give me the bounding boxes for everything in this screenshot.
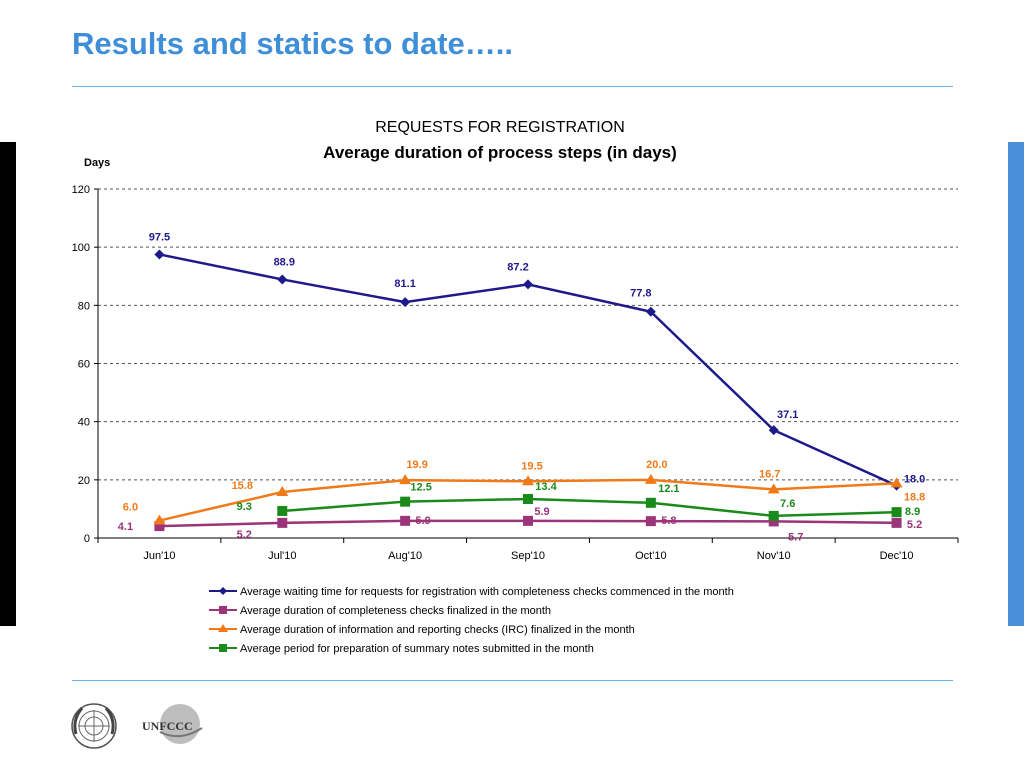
legend-label: Average duration of completeness checks … bbox=[240, 605, 551, 617]
un-emblem-icon bbox=[71, 703, 117, 749]
data-label: 15.8 bbox=[232, 480, 253, 492]
data-point bbox=[400, 297, 411, 308]
legend-label: Average period for preparation of summar… bbox=[240, 643, 594, 655]
slide-title: Results and statics to date….. bbox=[72, 26, 513, 61]
data-point bbox=[400, 515, 411, 526]
data-point bbox=[277, 505, 288, 516]
y-tick-label: 0 bbox=[84, 533, 90, 545]
data-point bbox=[523, 515, 533, 526]
data-label: 20.0 bbox=[646, 459, 667, 471]
data-point bbox=[645, 306, 656, 317]
data-label: 81.1 bbox=[394, 278, 415, 290]
data-label: 12.1 bbox=[658, 483, 679, 495]
data-point bbox=[891, 507, 902, 518]
left-accent-bar bbox=[0, 142, 16, 626]
right-accent-bar bbox=[1008, 142, 1024, 626]
data-point bbox=[219, 606, 227, 614]
data-point bbox=[523, 494, 533, 505]
data-label: 37.1 bbox=[777, 409, 798, 421]
data-point bbox=[399, 474, 412, 485]
data-label: 5.7 bbox=[788, 531, 803, 543]
unfccc-logo-icon: UNFCCC bbox=[142, 704, 203, 744]
data-label: 5.9 bbox=[415, 515, 430, 527]
data-label: 16.7 bbox=[759, 468, 780, 480]
x-tick-label: Jun'10 bbox=[143, 550, 175, 562]
data-label: 6.0 bbox=[123, 502, 138, 514]
x-tick-label: Oct'10 bbox=[635, 550, 666, 562]
data-label: 5.2 bbox=[237, 529, 252, 541]
data-point bbox=[400, 496, 411, 507]
y-tick-label: 20 bbox=[78, 475, 90, 487]
y-tick-label: 120 bbox=[72, 184, 90, 196]
data-point bbox=[644, 473, 657, 484]
series-layer bbox=[153, 249, 903, 532]
y-tick-label: 100 bbox=[72, 242, 90, 254]
data-point bbox=[768, 425, 779, 436]
data-label: 5.9 bbox=[534, 506, 549, 518]
x-tick-label: Nov'10 bbox=[757, 550, 791, 562]
data-point bbox=[645, 497, 656, 508]
data-label: 77.8 bbox=[630, 288, 651, 300]
data-point bbox=[645, 516, 656, 527]
footer-logos: UNFCCC bbox=[71, 703, 203, 749]
data-point bbox=[522, 475, 534, 486]
x-tick-label: Jul'10 bbox=[268, 550, 296, 562]
data-label: 13.4 bbox=[535, 481, 557, 493]
axis-layer: 0 20 40 60 80 100 120 Jun'10 Jul'10 Aug'10 Sep'10 O… bbox=[72, 184, 959, 562]
x-tick-label: Sep'10 bbox=[511, 550, 545, 562]
data-label: 5.2 bbox=[907, 519, 922, 531]
data-point bbox=[219, 587, 227, 595]
legend: Average waiting time for requests for re… bbox=[209, 586, 734, 655]
data-label: 7.6 bbox=[780, 498, 795, 510]
data-label: 4.1 bbox=[118, 521, 133, 533]
data-label: 88.9 bbox=[274, 256, 295, 268]
x-tick-label: Dec'10 bbox=[880, 550, 914, 562]
data-point bbox=[767, 483, 780, 494]
y-tick-label: 40 bbox=[78, 417, 90, 429]
data-label: 5.8 bbox=[661, 515, 676, 527]
data-point bbox=[277, 274, 288, 285]
y-tick-label: 60 bbox=[78, 359, 90, 371]
top-divider bbox=[72, 86, 953, 87]
data-point bbox=[523, 279, 533, 290]
legend-label: Average duration of information and repo… bbox=[240, 624, 635, 636]
data-label: 9.3 bbox=[237, 501, 252, 513]
data-point bbox=[768, 516, 779, 527]
series-line bbox=[282, 497, 897, 518]
data-label: 18.0 bbox=[904, 474, 925, 486]
y-axis-label: Days bbox=[84, 157, 110, 169]
data-label: 12.5 bbox=[410, 482, 431, 494]
grid-layer bbox=[98, 188, 958, 481]
data-label: 18.8 bbox=[904, 491, 925, 503]
data-label: 19.5 bbox=[521, 460, 542, 472]
data-label: 87.2 bbox=[507, 261, 528, 273]
data-point bbox=[218, 624, 228, 632]
data-point bbox=[768, 510, 779, 521]
data-label-layer: 97.5 88.9 81.1 87.2 77.8 37.1 18.0 4.1 5.2 5.9 5.9… bbox=[118, 231, 926, 543]
data-label: 19.9 bbox=[406, 459, 427, 471]
chart-title: REQUESTS FOR REGISTRATION bbox=[375, 119, 625, 136]
data-point bbox=[153, 514, 166, 525]
x-tick-label: Aug'10 bbox=[388, 550, 422, 562]
y-tick-label: 80 bbox=[78, 300, 90, 312]
data-point bbox=[219, 644, 227, 652]
data-point bbox=[891, 517, 902, 528]
data-point bbox=[154, 521, 165, 532]
data-point bbox=[276, 486, 289, 497]
bottom-divider bbox=[72, 680, 953, 681]
unfccc-wordmark: UNFCCC bbox=[142, 719, 193, 733]
data-point bbox=[154, 249, 165, 260]
chart-subtitle: Average duration of process steps (in da… bbox=[323, 143, 677, 162]
legend-label: Average waiting time for requests for re… bbox=[240, 586, 734, 598]
data-point bbox=[277, 517, 288, 528]
data-label: 8.9 bbox=[905, 506, 920, 518]
data-point bbox=[890, 477, 903, 488]
data-label: 97.5 bbox=[149, 231, 170, 243]
